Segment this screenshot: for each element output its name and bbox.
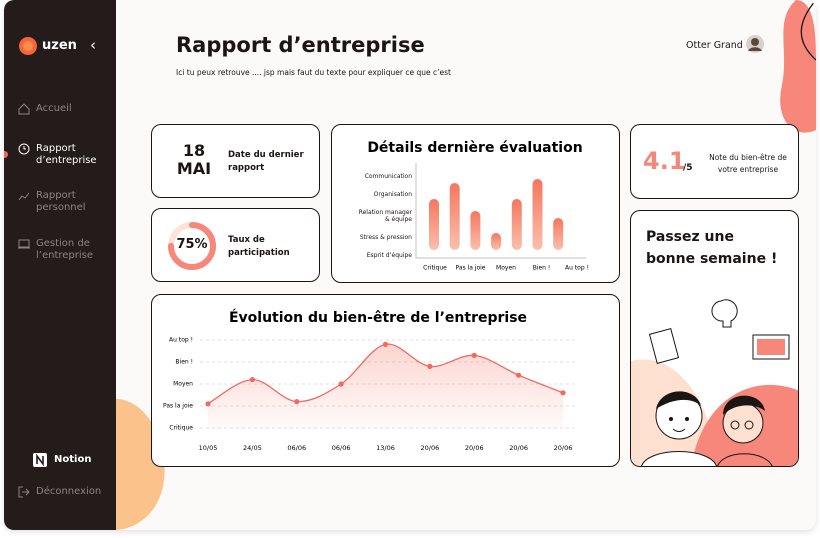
participation-value: 75% [176, 237, 208, 252]
nav-item[interactable]: Accueil [18, 103, 100, 115]
brand: uzen [42, 38, 77, 53]
notion-label: Notion [54, 454, 92, 465]
nav-label: Accueil [36, 103, 72, 114]
y-label: Communication [364, 173, 412, 180]
score-label: Note du bien-être de votre entreprise [709, 153, 787, 174]
bar-chart-card: Communication Organisation Relation manage… [331, 124, 620, 283]
date-day: 18 [182, 141, 206, 160]
date-month: MAI [176, 159, 212, 178]
blob-orange [104, 398, 165, 530]
blob-outline [800, 0, 816, 61]
nav-item-active[interactable]: Rapport d’entreprise [18, 143, 100, 167]
score-value: 4.1 [643, 147, 686, 175]
participation-card: 75% Taux de participation [151, 208, 320, 282]
page-title: Rapport d’entreprise [176, 33, 425, 57]
page-subtitle: Ici tu peux retrouve .... jsp mais faut … [176, 68, 451, 77]
sidebar: uzen ‹ Accueil Rapport d’entreprise Rapp… [4, 0, 116, 530]
app-window: uzen ‹ Accueil Rapport d’entreprise Rapp… [4, 0, 816, 530]
nav-icon [18, 103, 30, 115]
user-avatar[interactable] [745, 34, 765, 54]
nav-label: Gestion de l’entreprise [36, 238, 94, 261]
nav-label: Rapport d’entreprise [36, 143, 97, 166]
user-name: Otter Grand [686, 40, 743, 51]
logout-icon [18, 486, 30, 498]
background-decor [104, 0, 816, 530]
nav-icon [18, 192, 30, 201]
score-card: 4.1 /5 Note du bien-être de votre entrep… [630, 124, 799, 199]
nav-item[interactable]: Gestion de l’entreprise [18, 238, 100, 262]
date-card: 18 MAI Date du dernier rapport [151, 124, 320, 198]
greeting-text: Passez une bonne semaine ! [646, 229, 778, 267]
score-scale: /5 [683, 163, 693, 173]
participation-label: Taux de participation [228, 235, 290, 258]
bar-y-labels: Communication Organisation Relation manage… [332, 173, 412, 259]
participation-donut [168, 222, 216, 270]
notion-link[interactable]: Notion [32, 452, 118, 468]
date-label: Date du dernier rapport [228, 150, 304, 173]
logo-icon [19, 37, 37, 55]
y-label: Stress & pression [359, 234, 412, 241]
active-indicator [4, 151, 8, 158]
y-label: Organisation [373, 191, 412, 198]
collapse-button[interactable]: ‹ [90, 36, 96, 54]
greeting-illustration [631, 299, 798, 466]
logout-label: Déconnexion [36, 486, 102, 497]
greeting-card: Passez une bonne semaine ! [630, 210, 799, 467]
blob-pink [780, 0, 816, 133]
line-chart-card [151, 294, 620, 467]
y-label: Relation manager & équipe [358, 209, 412, 223]
nav-label: Rapport personnel [36, 190, 86, 213]
donut-arc [168, 222, 216, 270]
date-value: 18 MAI [170, 142, 218, 178]
y-label: Esprit d’équipe [366, 252, 412, 259]
notion-icon [33, 453, 47, 467]
nav-item[interactable]: Rapport personnel [18, 190, 100, 214]
nav-icon [18, 239, 30, 249]
nav-icon [18, 143, 30, 155]
logout[interactable]: Déconnexion [18, 486, 116, 498]
